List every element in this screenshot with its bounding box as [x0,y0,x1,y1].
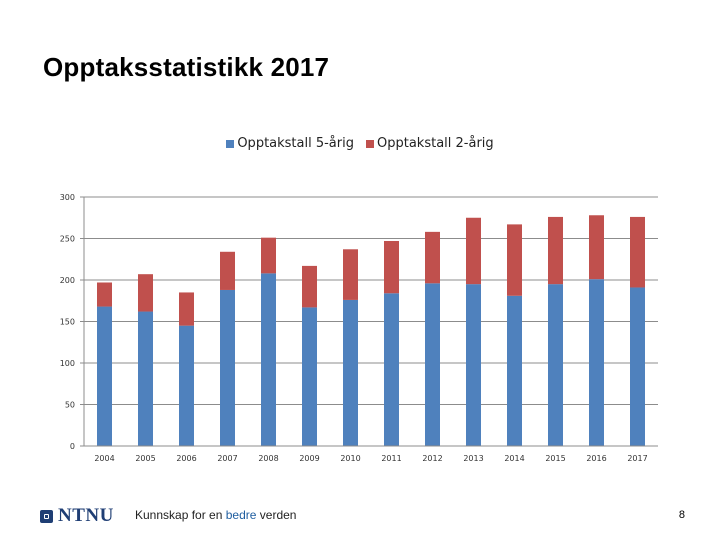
y-tick-label: 100 [60,359,75,368]
bar-5-year [466,284,481,446]
x-tick-label: 2004 [94,454,114,463]
ntnu-logo-text: NTNU [58,505,114,526]
bar-5-year [425,283,440,446]
y-tick-label: 300 [60,193,75,202]
legend-label-2-year: Opptakstall 2-årig [377,136,494,151]
x-tick-label: 2014 [504,454,524,463]
x-tick-label: 2010 [340,454,360,463]
bar-5-year [589,279,604,446]
x-tick-label: 2012 [422,454,442,463]
footer-tagline: Kunnskap for en bedre verden [135,508,296,522]
bar-2-year [589,215,604,280]
bar-5-year [220,289,235,446]
ntnu-logo-icon [40,509,53,523]
bar-5-year [179,325,194,446]
bar-5-year [507,295,522,446]
x-tick-label: 2005 [135,454,155,463]
bar-2-year [302,265,317,308]
bar-2-year [466,217,481,285]
x-tick-label: 2015 [545,454,565,463]
chart-legend: Opptakstall 5-årig Opptakstall 2-årig [0,136,720,151]
tagline-start: Kunnskap for en [135,508,226,522]
x-tick-label: 2009 [299,454,319,463]
bar-2-year [97,282,112,307]
bar-5-year [302,307,317,446]
slide-title: Opptaksstatistikk 2017 [43,52,330,82]
tagline-accent: bedre [225,508,257,522]
legend-item-2-year: Opptakstall 2-årig [366,136,494,151]
legend-item-5-year: Opptakstall 5-årig [226,136,354,151]
x-tick-label: 2016 [586,454,606,463]
bar-2-year [343,249,358,300]
x-tick-label: 2017 [627,454,647,463]
bar-2-year [220,251,235,290]
bar-5-year [343,299,358,446]
y-tick-label: 250 [60,235,75,244]
bar-5-year [138,311,153,446]
legend-label-5-year: Opptakstall 5-årig [237,136,354,151]
x-tick-label: 2006 [176,454,196,463]
bar-2-year [507,224,522,296]
x-tick-label: 2013 [463,454,483,463]
legend-swatch-2-year [366,139,374,148]
bar-2-year [179,292,194,326]
bar-2-year [384,240,399,294]
ntnu-logo: NTNU [40,505,114,527]
bar-5-year [630,287,645,446]
x-tick-label: 2008 [258,454,278,463]
y-tick-label: 200 [60,276,75,285]
x-tick-label: 2007 [217,454,237,463]
bar-5-year [97,306,112,446]
bar-2-year [425,231,440,284]
legend-swatch-5-year [226,139,235,148]
bar-2-year [261,237,276,274]
bar-2-year [548,216,563,285]
x-tick-label: 2011 [381,454,401,463]
bar-2-year [630,216,645,288]
bar-5-year [261,273,276,446]
bar-5-year [384,293,399,446]
y-tick-label: 50 [65,401,75,410]
bar-5-year [548,284,563,446]
y-tick-label: 0 [70,442,75,451]
bar-2-year [138,274,153,312]
y-tick-label: 150 [60,318,75,327]
page-number: 8 [678,509,685,521]
tagline-end: verden [256,508,297,522]
